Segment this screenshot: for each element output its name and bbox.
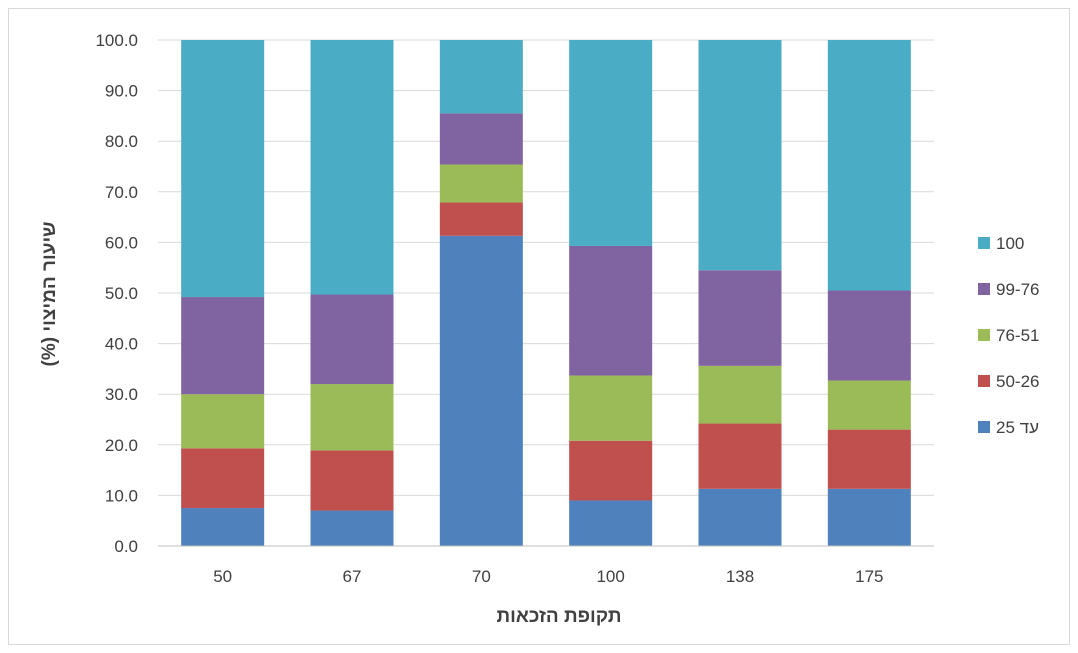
x-tick-label: 50 [213,567,232,586]
legend-swatch [978,329,990,341]
bar-segment [181,394,265,449]
x-tick-label: 100 [596,567,624,586]
bar-segment [698,365,782,424]
y-tick-label: 70.0 [105,183,138,202]
legend: 100 99-76 76-51 50-26 עד 25 [978,234,1039,437]
y-tick-labels: 0.0 10.0 20.0 30.0 40.0 50.0 60.0 70.0 80.0 90.0 1… [95,31,138,556]
bar-segment [698,270,782,366]
bar-segment [827,429,911,489]
legend-label: 50-26 [996,372,1039,391]
bar-segment [439,164,523,203]
legend-swatch [978,375,990,387]
stacked-bar-chart: 0.0 10.0 20.0 30.0 40.0 50.0 60.0 70.0 80.0 90.0 1… [39,31,1039,627]
bar-segment [310,40,394,295]
bar-segment [698,40,782,271]
y-tick-label: 0.0 [114,537,138,556]
gridlines [158,39,934,496]
bar-segment [181,40,265,298]
y-tick-label: 100.0 [95,31,138,50]
bars [181,40,911,546]
x-tick-labels: 50 67 70 100 138 175 [213,567,883,586]
legend-swatch [978,283,990,295]
x-tick-label: 67 [343,567,362,586]
bar-segment [310,294,394,385]
bar-segment [439,202,523,236]
y-axis-title: שיעור המיצוי (%) [39,222,60,367]
bar-segment [827,40,911,291]
bar-segment [439,235,523,546]
y-tick-label: 30.0 [105,385,138,404]
bar-segment [181,448,265,509]
legend-label: עד 25 [996,418,1039,437]
x-tick-label: 138 [726,567,754,586]
bar-segment [827,380,911,430]
bar-segment [569,500,653,546]
bar-segment [698,488,782,546]
y-tick-label: 20.0 [105,436,138,455]
legend-label: 76-51 [996,326,1039,345]
y-tick-label: 10.0 [105,486,138,505]
y-tick-label: 40.0 [105,335,138,354]
bar-segment [439,113,523,165]
bar-segment [439,40,523,114]
x-axis-title: תקופת הזכאות [497,606,622,627]
bar-segment [827,290,911,381]
y-tick-label: 90.0 [105,82,138,101]
y-tick-label: 50.0 [105,284,138,303]
bar-segment [181,297,265,395]
bar-segment [310,450,394,511]
bar-segment [569,375,653,441]
bar-segment [569,40,653,246]
bar-segment [827,488,911,546]
bar-segment [569,440,653,501]
bar-segment [310,384,394,451]
y-tick-label: 80.0 [105,132,138,151]
legend-label: 99-76 [996,280,1039,299]
legend-label: 100 [996,234,1024,253]
bar-segment [569,245,653,376]
bar-segment [181,508,265,546]
chart-frame: 0.0 10.0 20.0 30.0 40.0 50.0 60.0 70.0 80.0 90.0 1… [8,8,1070,645]
x-tick-label: 175 [855,567,883,586]
legend-swatch [978,237,990,249]
bar-segment [698,423,782,489]
y-tick-label: 60.0 [105,233,138,252]
bar-segment [310,510,394,546]
legend-swatch [978,421,990,433]
x-tick-label: 70 [472,567,491,586]
